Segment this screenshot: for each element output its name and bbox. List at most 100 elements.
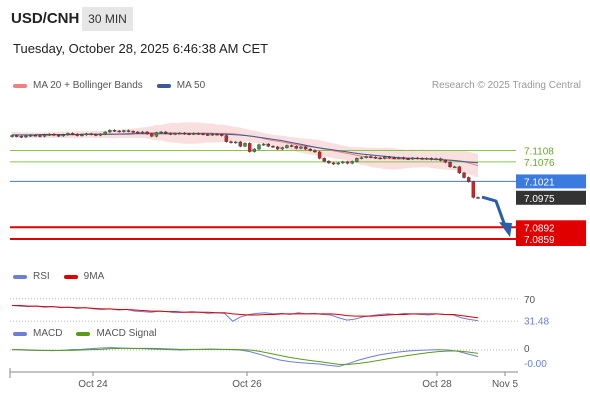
price-legend: MA 20 + Bollinger Bands MA 50 [13, 80, 205, 91]
ma50-legend-swatch [156, 83, 171, 88]
forecast-arrow [481, 195, 506, 224]
candle-body [280, 147, 284, 150]
candle-body [443, 160, 448, 163]
candle-body [373, 157, 378, 159]
candle-body [317, 151, 322, 159]
interval-button[interactable]: 30 MIN [82, 7, 133, 31]
candle-body [140, 131, 145, 134]
candle-body [476, 197, 480, 199]
candle-body [425, 158, 429, 160]
candle-body [215, 133, 219, 136]
candle-body [89, 133, 93, 135]
level-tag-7.0892: 7.0892 [524, 223, 555, 234]
candle-body [261, 143, 266, 146]
candle-body [219, 134, 224, 136]
rsi-ma-legend-label: 9MA [83, 271, 105, 282]
candle-body [341, 161, 345, 164]
candle-body [383, 156, 387, 159]
candle-body [201, 133, 205, 135]
candle-body [434, 158, 438, 160]
candle-body [10, 135, 14, 137]
macd-legend-swatch [13, 331, 27, 336]
macd-line [11, 347, 479, 367]
candle-body [98, 133, 103, 136]
candle-body [136, 131, 140, 134]
candle-body [24, 135, 28, 138]
candle-body [453, 166, 457, 169]
candle-body [439, 158, 443, 161]
forecast-arrowhead [499, 222, 512, 238]
candle-body [117, 130, 121, 133]
macd-zero-label: 0 [524, 344, 530, 355]
rsi-ma-legend-swatch [63, 274, 78, 279]
bollinger-band [12, 122, 478, 178]
candle-body [178, 132, 182, 135]
candle-body [61, 134, 65, 137]
candle-body [397, 157, 401, 159]
candle-body [466, 177, 471, 182]
candle-body [378, 157, 382, 160]
ma20-legend-label: MA 20 + Bollinger Bands [33, 80, 143, 91]
candle-body [150, 133, 154, 137]
candle-body [80, 134, 84, 137]
candle-body [173, 133, 177, 135]
candle-body [70, 133, 75, 135]
candle-body [336, 162, 340, 165]
candle-body [392, 157, 396, 159]
rsi-legend-swatch [13, 274, 27, 279]
rsi-legend-label: RSI [33, 271, 50, 282]
candle-body [33, 134, 37, 137]
symbol-title: USD/CNH [11, 10, 80, 27]
candle-body [462, 172, 466, 178]
candle-body [52, 133, 56, 136]
candle-body [206, 134, 210, 136]
candle-body [182, 132, 187, 135]
macd-current-label: -0.00 [524, 359, 547, 370]
level-tag-7.0859-bg [516, 232, 586, 247]
macd-legend: MACD MACD Signal [13, 328, 156, 339]
candle-body [14, 135, 19, 137]
ma20-legend-swatch [13, 83, 27, 88]
credit-label: Research © 2025 Trading Central [431, 80, 581, 91]
candle-body [56, 134, 61, 137]
candle-body [122, 130, 126, 132]
candle-body [299, 146, 303, 149]
candle-body [75, 133, 79, 136]
candle-body [294, 146, 298, 149]
candle-body [308, 148, 312, 151]
candle-body [28, 134, 33, 137]
rsi-70-label: 70 [524, 295, 536, 306]
ma50-legend-label: MA 50 [176, 80, 206, 91]
candle-body [303, 146, 308, 150]
x-tick-label-2: Oct 28 [422, 379, 452, 390]
candle-body [229, 141, 233, 143]
candle-body [252, 148, 257, 152]
last-price-tag: 7.0975 [524, 194, 555, 205]
candle-body [369, 156, 373, 158]
candle-body [345, 161, 350, 164]
datetime-label: Tuesday, October 28, 2025 6:46:38 AM CET [13, 41, 269, 56]
candle-body [411, 157, 415, 160]
candle-body [84, 133, 89, 136]
candle-body [164, 131, 168, 134]
rsi-ma-line [12, 305, 479, 319]
candle-body [19, 136, 24, 138]
candle-body [243, 143, 247, 147]
candle-body [224, 135, 229, 142]
candle-body [257, 144, 261, 150]
macd-signal-legend-swatch [76, 331, 91, 336]
candle-body [448, 162, 452, 168]
candle-body [131, 131, 135, 133]
candle-body [233, 141, 238, 144]
rsi-legend: RSI 9MA [13, 271, 104, 282]
candle-body [364, 156, 368, 158]
candle-body [47, 133, 51, 136]
candle-body [266, 143, 270, 147]
macd-signal-legend-label: MACD Signal [96, 328, 157, 339]
candle-body [168, 133, 173, 135]
candle-body [145, 131, 149, 134]
candle-body [401, 157, 406, 159]
candle-body [38, 135, 42, 137]
macd-legend-label: MACD [33, 328, 63, 339]
